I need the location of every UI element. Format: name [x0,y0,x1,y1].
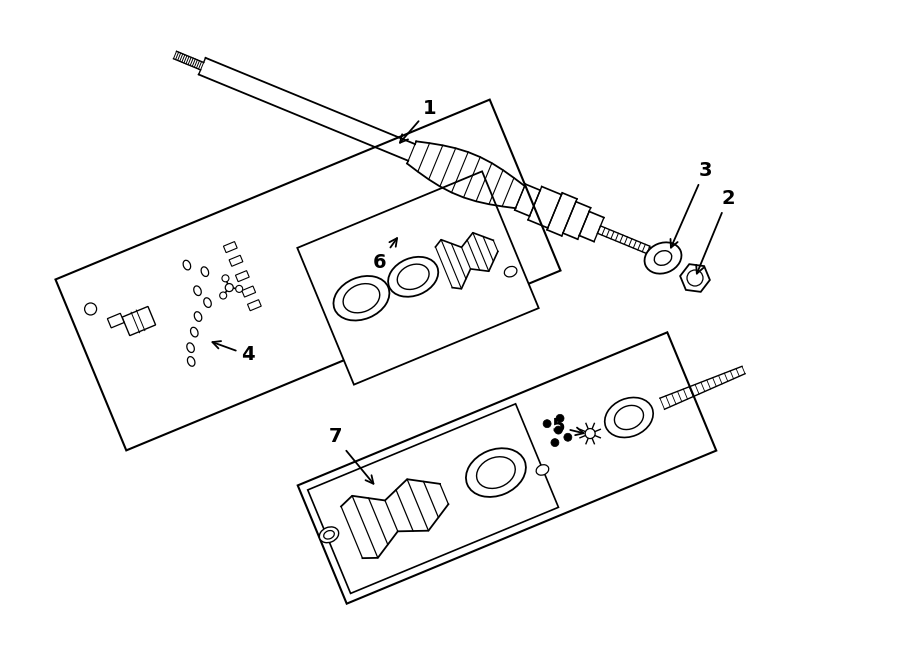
Circle shape [585,428,595,438]
Ellipse shape [388,257,438,297]
Circle shape [220,292,227,299]
Circle shape [551,439,559,447]
Ellipse shape [194,286,202,295]
Ellipse shape [343,284,380,313]
Circle shape [543,420,551,428]
Polygon shape [298,332,716,603]
Ellipse shape [320,527,338,543]
Text: 5: 5 [551,418,583,436]
Circle shape [225,284,233,292]
Ellipse shape [201,267,209,276]
Circle shape [236,286,243,292]
Ellipse shape [334,276,390,321]
Circle shape [564,433,572,442]
Text: 2: 2 [697,188,734,274]
Ellipse shape [615,405,644,430]
Ellipse shape [183,260,191,270]
Ellipse shape [203,298,212,307]
Circle shape [554,426,562,434]
Polygon shape [122,307,156,336]
Ellipse shape [187,343,194,352]
Ellipse shape [504,266,517,277]
Polygon shape [236,270,249,282]
Polygon shape [223,241,238,253]
Polygon shape [308,404,559,594]
Ellipse shape [477,457,516,488]
Ellipse shape [644,243,681,274]
Polygon shape [230,255,243,266]
Polygon shape [107,313,124,328]
Polygon shape [248,299,261,311]
Polygon shape [680,264,710,292]
Circle shape [85,303,96,315]
Text: 1: 1 [400,98,436,143]
Circle shape [687,270,703,286]
Ellipse shape [187,357,195,366]
Circle shape [556,414,564,422]
Ellipse shape [191,327,198,337]
Polygon shape [56,100,561,450]
Ellipse shape [466,448,526,497]
Polygon shape [297,171,539,385]
Ellipse shape [654,251,671,265]
Text: 7: 7 [328,428,374,484]
Ellipse shape [324,531,334,539]
Ellipse shape [536,465,549,475]
Text: 3: 3 [670,161,712,248]
Ellipse shape [194,312,202,321]
Circle shape [222,275,229,282]
Polygon shape [242,286,256,297]
Ellipse shape [397,264,429,290]
Ellipse shape [605,397,653,438]
Text: 4: 4 [212,341,255,364]
Text: 6: 6 [374,238,397,272]
